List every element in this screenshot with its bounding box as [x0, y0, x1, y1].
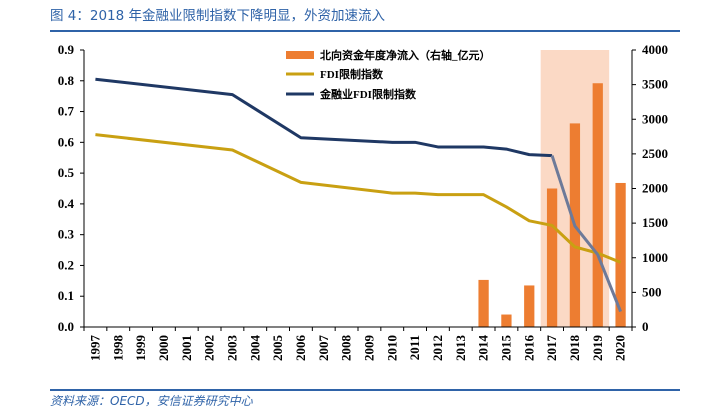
legend-label-fdi: FDI限制指数: [320, 67, 384, 81]
x-tick-label-2011: 2011: [407, 335, 422, 360]
legend-swatch-bars: [286, 51, 314, 59]
y-right-tick-label: 3000: [642, 111, 668, 126]
bar-2015: [501, 314, 512, 327]
y-left-tick-label: 0.2: [58, 257, 74, 272]
x-tick-label-2002: 2002: [202, 335, 217, 361]
x-tick-label-2012: 2012: [430, 335, 445, 361]
x-tick-label-2006: 2006: [293, 335, 308, 362]
x-tick-label-2004: 2004: [247, 335, 262, 362]
x-tick-label-2014: 2014: [476, 335, 491, 362]
x-tick-label-2001: 2001: [179, 335, 194, 361]
x-tick-label-2009: 2009: [361, 335, 376, 362]
x-tick-label-1997: 1997: [87, 335, 102, 362]
line-finance-fdi-index: [95, 77, 553, 158]
x-tick-label-2010: 2010: [384, 335, 399, 361]
line-finance-fdi-index-highlight-segment: [550, 155, 622, 313]
source-divider: [50, 389, 680, 391]
x-tick-label-2005: 2005: [270, 335, 285, 362]
figure-title: 图 4：2018 年金融业限制指数下降明显，外资加速流入: [50, 8, 386, 24]
y-left-tick-label: 0.6: [58, 134, 75, 149]
x-tick-label-2020: 2020: [613, 335, 628, 361]
x-tick-label-2007: 2007: [316, 335, 331, 362]
x-tick-label-2019: 2019: [590, 335, 605, 362]
y-left-tick-label: 0.5: [58, 165, 75, 180]
y-right-tick-label: 0: [642, 319, 649, 334]
y-right-tick-label: 2000: [642, 181, 668, 196]
y-right-tick-label: 2500: [642, 146, 668, 161]
x-tick-label-2013: 2013: [453, 335, 468, 362]
title-divider: [50, 30, 680, 32]
x-tick-label-2018: 2018: [567, 335, 582, 362]
y-right-tick-label: 1000: [642, 250, 668, 265]
legend-label-finance: 金融业FDI限制指数: [319, 87, 417, 101]
legend-label-bars: 北向资金年度净流入（右轴_亿元）: [320, 48, 491, 62]
y-left-tick-label: 0.8: [58, 73, 75, 88]
y-right-tick-label: 4000: [642, 42, 668, 57]
x-tick-label-1999: 1999: [133, 335, 148, 362]
line-fdi-index: [95, 133, 622, 264]
y-left-tick-label: 0.1: [58, 288, 74, 303]
y-left-tick-label: 0.4: [58, 196, 75, 211]
x-tick-label-2003: 2003: [224, 335, 239, 362]
x-tick-label-2015: 2015: [498, 334, 513, 361]
y-left-tick-label: 0.3: [58, 227, 75, 242]
y-left-tick-label: 0.7: [58, 104, 75, 119]
bar-2020: [615, 182, 626, 327]
source-note: 资料来源：OECD，安信证券研究中心: [50, 394, 253, 408]
y-left-tick-label: 0.9: [58, 42, 75, 57]
chart: 0.0 0.1 0.2 0.3 0.4 0.5 0.6 0.7 0.8 0.9 0 500 1000 15…: [58, 42, 668, 362]
y-left-tick-label: 0.0: [58, 319, 74, 334]
y-right-tick-label: 3500: [642, 77, 668, 92]
x-tick-label-2017: 2017: [544, 335, 559, 362]
y-right-tick-label: 500: [642, 284, 662, 299]
x-tick-label-2000: 2000: [156, 335, 171, 361]
x-tick-label-2008: 2008: [339, 335, 354, 362]
bar-2014: [478, 279, 489, 327]
x-tick-label-2016: 2016: [521, 335, 536, 362]
bar-2017: [546, 188, 558, 327]
bar-2019: [592, 83, 603, 328]
bar-2016: [524, 285, 535, 327]
y-right-tick-label: 1500: [642, 215, 668, 230]
x-tick-label-1998: 1998: [110, 335, 125, 362]
